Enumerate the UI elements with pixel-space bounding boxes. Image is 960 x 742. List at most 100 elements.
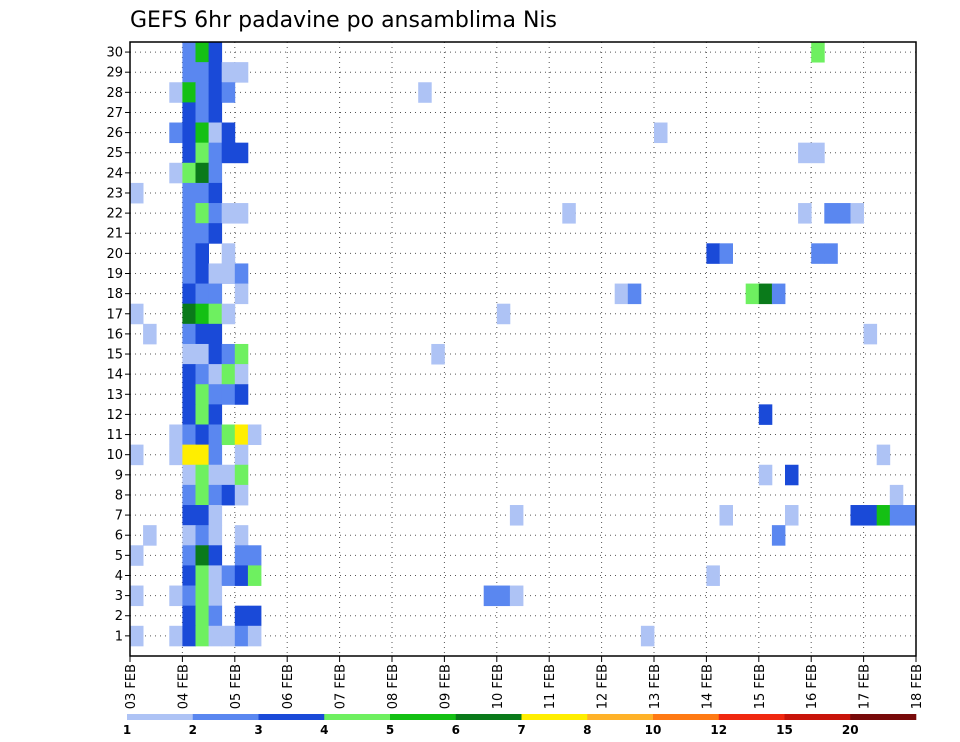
heatmap-cell xyxy=(234,525,249,546)
y-tick-label: 30 xyxy=(106,46,123,61)
heatmap-cell xyxy=(169,625,183,647)
heatmap-cell xyxy=(234,625,249,647)
legend-swatch xyxy=(455,714,522,720)
y-tick-label: 3 xyxy=(115,589,123,604)
chart-title: GEFS 6hr padavine po ansamblima Nis xyxy=(130,8,557,33)
heatmap-cell xyxy=(247,545,262,566)
heatmap-cell xyxy=(182,625,196,647)
heatmap-cell xyxy=(208,605,223,627)
y-tick-label: 16 xyxy=(106,327,123,342)
heatmap-cell xyxy=(758,283,773,305)
heatmap-cell xyxy=(169,82,183,103)
heatmap-cell xyxy=(169,444,183,466)
x-tick-label: 08 FEB xyxy=(386,664,401,709)
x-tick-label: 05 FEB xyxy=(229,664,244,709)
legend-swatch xyxy=(653,714,720,720)
heatmap-cell xyxy=(195,364,209,385)
heatmap-cell xyxy=(221,364,236,385)
heatmap-cell xyxy=(195,82,209,103)
heatmap-cell xyxy=(182,364,196,385)
heatmap-cell xyxy=(208,263,223,284)
heatmap-cell xyxy=(195,424,209,446)
heatmap-cell xyxy=(169,122,183,144)
heatmap-cell xyxy=(208,364,223,385)
y-tick-label: 27 xyxy=(106,106,123,121)
heatmap-cell xyxy=(234,464,249,486)
heatmap-cell xyxy=(182,62,196,83)
heatmap-cell xyxy=(234,444,249,466)
heatmap-cell xyxy=(496,585,511,607)
heatmap-cell xyxy=(771,525,786,546)
heatmap-cell xyxy=(758,464,773,486)
heatmap-cell xyxy=(785,505,799,526)
heatmap-cell xyxy=(863,505,878,526)
y-tick-label: 6 xyxy=(115,529,123,544)
y-tick-label: 29 xyxy=(106,66,123,81)
heatmap-cell xyxy=(837,203,851,224)
x-tick-label: 13 FEB xyxy=(648,664,663,709)
heatmap-cell xyxy=(221,243,236,264)
heatmap-cell xyxy=(221,464,236,486)
heatmap-cell xyxy=(195,384,209,405)
heatmap-cell xyxy=(182,303,196,325)
y-tick-label: 22 xyxy=(106,207,123,222)
heatmap-cell xyxy=(169,585,183,607)
heatmap-cell xyxy=(208,343,223,365)
heatmap-cell xyxy=(771,283,786,305)
heatmap-cell xyxy=(195,182,209,204)
legend-label: 8 xyxy=(583,723,591,737)
legend-swatch xyxy=(127,714,194,720)
heatmap-cell xyxy=(182,605,196,627)
heatmap-cell xyxy=(169,424,183,446)
heatmap-cell xyxy=(811,142,825,164)
x-tick-label: 16 FEB xyxy=(805,664,820,709)
heatmap-cell xyxy=(221,142,236,164)
y-tick-label: 2 xyxy=(115,609,123,624)
x-tick-label: 04 FEB xyxy=(176,664,191,709)
heatmap-cell xyxy=(208,203,223,224)
heatmap-cell xyxy=(182,203,196,224)
y-tick-label: 11 xyxy=(106,428,123,443)
y-tick-label: 19 xyxy=(106,267,123,282)
heatmap-cell xyxy=(234,364,249,385)
x-tick-label: 12 FEB xyxy=(596,664,611,709)
heatmap-cell xyxy=(431,343,445,365)
y-tick-label: 17 xyxy=(106,307,123,322)
x-tick-label: 07 FEB xyxy=(334,664,349,709)
heatmap-cell xyxy=(496,303,511,325)
heatmap-cell xyxy=(221,384,236,405)
heatmap-cell xyxy=(195,625,209,647)
heatmap-cell xyxy=(221,565,236,586)
legend-label: 7 xyxy=(517,723,525,737)
heatmap-cell xyxy=(483,585,498,607)
heatmap-cell xyxy=(234,283,249,305)
legend-swatch xyxy=(850,714,917,720)
heatmap-cell xyxy=(221,625,236,647)
heatmap-cell xyxy=(130,444,144,466)
heatmap-cell xyxy=(247,565,262,586)
x-tick-label: 11 FEB xyxy=(543,664,558,709)
heatmap-cell xyxy=(509,585,524,607)
heatmap-cell xyxy=(234,343,249,365)
heatmap-cell xyxy=(208,223,223,244)
heatmap-cell xyxy=(208,444,223,466)
legend-swatch xyxy=(718,714,785,720)
heatmap-cell xyxy=(182,384,196,405)
heatmap-cell xyxy=(130,585,144,607)
heatmap-cell xyxy=(195,545,209,566)
heatmap-cell xyxy=(195,42,209,63)
heatmap-cell xyxy=(247,625,262,647)
grid-lines xyxy=(130,42,916,656)
heatmap-cell xyxy=(182,545,196,566)
heatmap-cell xyxy=(824,243,838,264)
color-legend: 1 2 3 4 5 6 7 8 10 12 15 20 xyxy=(123,714,917,737)
x-tick-label: 18 FEB xyxy=(910,664,925,709)
heatmap-cell xyxy=(208,545,223,566)
heatmap-cell xyxy=(208,283,223,305)
heatmap-cell xyxy=(195,303,209,325)
plot-frame xyxy=(129,41,917,657)
y-tick-label: 15 xyxy=(106,348,123,363)
heatmap-cell xyxy=(195,404,209,425)
heatmap-cell xyxy=(208,505,223,526)
